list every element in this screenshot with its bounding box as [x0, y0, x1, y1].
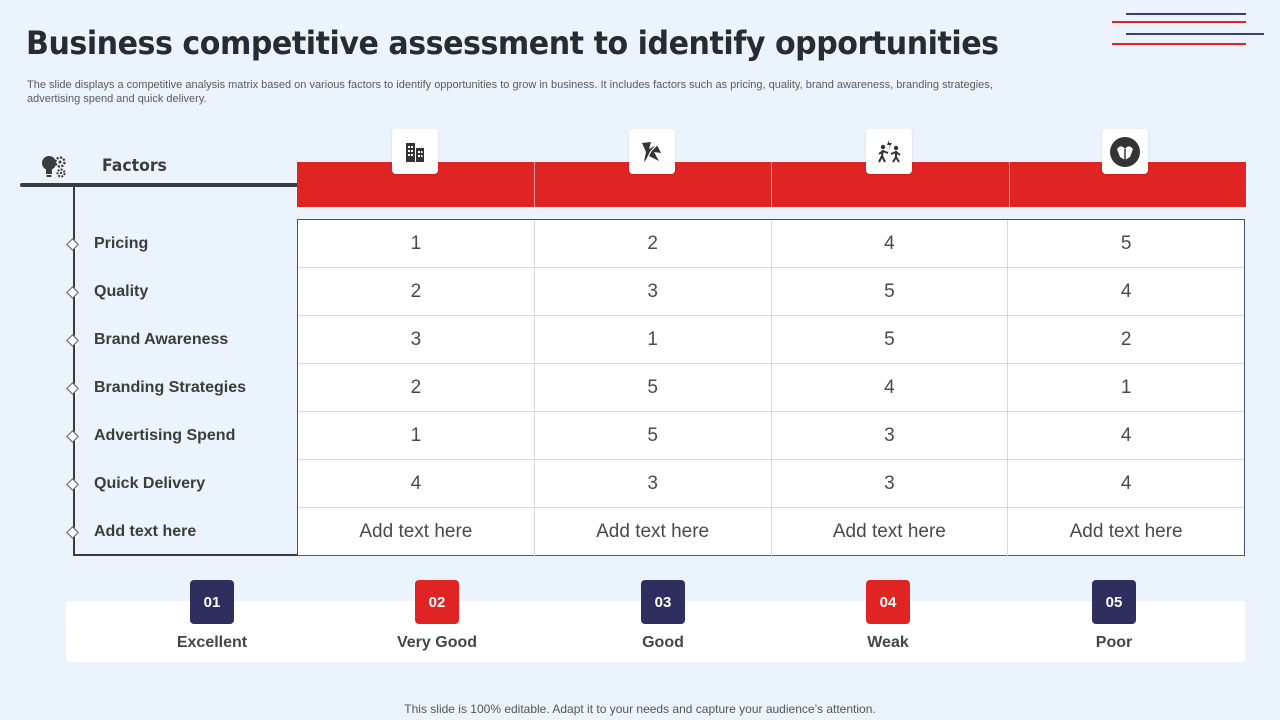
factor-item: Advertising Spend	[66, 426, 236, 446]
table-row: 2 5 4 1	[298, 364, 1244, 412]
diamond-bullet-icon	[66, 429, 79, 443]
legend-badge: 04	[866, 580, 910, 624]
score-cell: 1	[298, 220, 535, 267]
factors-bottom-line	[73, 554, 299, 556]
factor-label: Quality	[94, 283, 149, 300]
factor-label: Advertising Spend	[94, 427, 236, 444]
legend-label: Good	[642, 634, 684, 651]
score-cell: 2	[298, 268, 535, 315]
competitor-column-header	[535, 162, 772, 207]
legend-label: Very Good	[396, 634, 478, 651]
factor-item: Quality	[66, 282, 149, 302]
diamond-bullet-icon	[66, 381, 79, 395]
people-fighting-icon	[866, 129, 912, 174]
table-row: 1 5 3 4	[298, 412, 1244, 460]
score-cell: 2	[1120, 328, 1132, 350]
legend-item-very-good: 02 Very Good	[367, 580, 507, 652]
score-cell: 1	[535, 316, 772, 363]
score-cell: 1	[1120, 376, 1132, 398]
factor-item: Pricing	[66, 234, 149, 254]
factors-bar	[20, 183, 298, 187]
score-cell: 2	[535, 220, 772, 267]
legend-badge: 05	[1092, 580, 1136, 624]
factors-panel: Factors Pricing Quality Brand Awareness …	[20, 150, 300, 560]
factor-label: Pricing	[94, 235, 149, 252]
score-cell: 5	[1120, 232, 1132, 254]
score-cell: 4	[1120, 424, 1132, 446]
diamond-bullet-icon	[66, 285, 79, 299]
score-cell: 3	[535, 460, 772, 507]
idea-gears-icon	[42, 156, 66, 178]
score-cell: 3	[298, 316, 535, 363]
factor-item: Brand Awareness	[66, 330, 229, 350]
score-cell: 4	[1120, 472, 1132, 494]
competitor-header	[297, 162, 1246, 207]
score-cell: 4	[772, 220, 1009, 267]
buildings-icon	[392, 129, 438, 174]
placeholder-cell[interactable]: Add text here	[535, 508, 772, 556]
legend-label: Excellent	[176, 634, 248, 651]
factor-label: Brand Awareness	[94, 331, 229, 348]
score-cell: 4	[298, 460, 535, 507]
score-cell: 3	[772, 460, 1009, 507]
factor-item: Add text here	[66, 522, 197, 542]
factors-connector-line	[73, 186, 75, 556]
broken-glass-icon	[629, 129, 675, 174]
diamond-bullet-icon	[66, 477, 79, 491]
score-cell: 5	[772, 316, 1009, 363]
score-cell: 2	[298, 364, 535, 411]
score-cell: 3	[772, 412, 1009, 459]
score-cell: 3	[535, 268, 772, 315]
factor-item: Quick Delivery	[66, 474, 206, 494]
table-row: 4 3 3 4	[298, 460, 1244, 508]
legend-badge: 01	[190, 580, 234, 624]
footer-note: This slide is 100% editable. Adapt it to…	[404, 702, 876, 716]
score-cell: 5	[535, 412, 772, 459]
page-title: Business competitive assessment to ident…	[26, 24, 999, 62]
diamond-bullet-icon	[66, 525, 79, 539]
factors-heading: Factors	[102, 156, 167, 176]
legend-badge: 03	[641, 580, 685, 624]
placeholder-cell[interactable]: Add text here	[772, 508, 1009, 556]
handshake-circle-icon	[1102, 129, 1148, 174]
factor-label: Quick Delivery	[94, 475, 206, 492]
score-cell: 4	[772, 364, 1009, 411]
score-cell: 5	[535, 364, 772, 411]
score-cell: 4	[1120, 280, 1132, 302]
placeholder-cell[interactable]: Add text here	[298, 508, 535, 556]
legend-label: Poor	[1095, 634, 1133, 651]
page-subtitle: The slide displays a competitive analysi…	[27, 79, 993, 105]
factor-label: Branding Strategies	[94, 379, 247, 396]
decorative-lines	[1112, 12, 1264, 48]
competitor-column-header	[772, 162, 1010, 207]
score-cell: 5	[772, 268, 1009, 315]
placeholder-cell[interactable]: Add text here	[1069, 521, 1183, 542]
legend-item-excellent: 01 Excellent	[142, 580, 282, 652]
legend-label: Weak	[867, 634, 909, 651]
table-row: 3 1 5 2	[298, 316, 1244, 364]
legend-item-weak: 04 Weak	[818, 580, 958, 652]
competitor-column-header	[297, 162, 535, 207]
score-cell: 1	[298, 412, 535, 459]
table-row: 1 2 4 5	[298, 220, 1244, 268]
legend-item-good: 03 Good	[593, 580, 733, 652]
table-row: 2 3 5 4	[298, 268, 1244, 316]
legend-badge: 02	[415, 580, 459, 624]
factor-item: Branding Strategies	[66, 378, 247, 398]
table-row: Add text here Add text here Add text her…	[298, 508, 1244, 556]
diamond-bullet-icon	[66, 333, 79, 347]
legend-item-poor: 05 Poor	[1044, 580, 1184, 652]
diamond-bullet-icon	[66, 237, 79, 251]
assessment-table: 1 2 4 5 2 3 5 4 3 1 5 2 2 5 4 1 1 5 3 4 …	[297, 219, 1245, 556]
factor-label: Add text here	[94, 523, 197, 540]
